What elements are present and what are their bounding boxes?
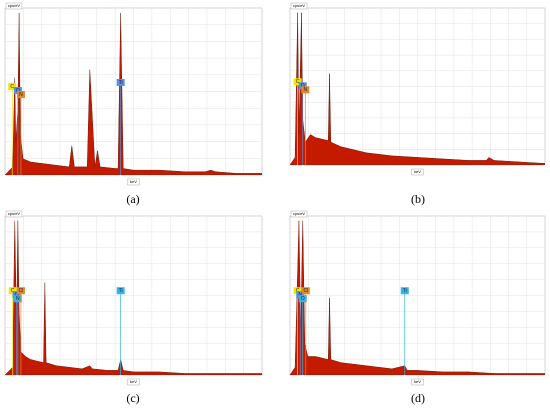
y-axis-label: cps/eV bbox=[8, 211, 21, 216]
element-label: O bbox=[301, 83, 305, 89]
x-label-box bbox=[411, 378, 424, 386]
element-tag bbox=[400, 287, 409, 295]
x-label-box bbox=[411, 168, 424, 176]
x-axis-label: keV bbox=[130, 379, 137, 384]
element-label: O bbox=[15, 292, 19, 298]
element-tag bbox=[8, 82, 17, 90]
caption: (b) bbox=[411, 192, 425, 206]
element-tag bbox=[12, 291, 21, 299]
element-label: C bbox=[11, 288, 15, 294]
y-label-box bbox=[290, 2, 308, 10]
element-label: N bbox=[19, 92, 23, 98]
spectrum-area bbox=[290, 12, 545, 165]
element-label: Cl bbox=[303, 288, 308, 294]
element-label: Ti bbox=[403, 288, 407, 294]
element-tag bbox=[298, 82, 307, 90]
x-axis-label: keV bbox=[414, 169, 421, 174]
element-label: Ti bbox=[119, 80, 123, 86]
element-label: O bbox=[16, 88, 20, 94]
element-label: N bbox=[298, 292, 302, 298]
element-tag bbox=[298, 295, 307, 303]
element-tag bbox=[13, 86, 22, 94]
spectrum-area bbox=[5, 13, 262, 175]
element-tag bbox=[8, 287, 17, 295]
y-axis-label: cps/eV bbox=[293, 211, 306, 216]
element-tag bbox=[13, 295, 22, 303]
element-label: N bbox=[16, 296, 20, 302]
y-label-box bbox=[290, 210, 308, 218]
y-axis-label: cps/eV bbox=[8, 3, 21, 8]
caption: (a) bbox=[126, 192, 139, 206]
element-tag bbox=[301, 86, 310, 94]
element-tag bbox=[116, 287, 125, 295]
x-axis-label: keV bbox=[130, 179, 137, 184]
spectrum-panel: CON Ti cps/eV keV (a) bbox=[4, 2, 263, 206]
x-label-box bbox=[127, 178, 140, 186]
element-tag bbox=[296, 291, 305, 299]
element-label: C bbox=[296, 288, 300, 294]
element-label: Ti bbox=[119, 288, 123, 294]
caption: (d) bbox=[411, 391, 425, 405]
element-tag bbox=[301, 287, 310, 295]
element-tag bbox=[293, 287, 302, 295]
spectrum-area bbox=[5, 220, 262, 375]
spectrum-panel: CON Cl Ti cps/eV keV (c) bbox=[4, 210, 263, 405]
element-tag bbox=[16, 287, 25, 295]
x-axis-label: keV bbox=[414, 379, 421, 384]
element-label: O bbox=[301, 296, 305, 302]
x-label-box bbox=[127, 378, 140, 386]
element-tag bbox=[293, 78, 302, 86]
caption: (c) bbox=[126, 391, 139, 405]
element-label: Cl bbox=[19, 288, 24, 294]
element-tag bbox=[16, 90, 25, 98]
element-tag bbox=[116, 78, 125, 86]
y-axis-label: cps/eV bbox=[293, 3, 306, 8]
element-label: C bbox=[10, 84, 14, 90]
y-label-box bbox=[5, 2, 23, 10]
spectrum-area bbox=[290, 220, 545, 375]
y-label-box bbox=[5, 210, 23, 218]
element-label: N bbox=[303, 87, 307, 93]
element-label: C bbox=[296, 79, 300, 85]
spectrum-panel: CNO Cl Ti cps/eV keV (d) bbox=[289, 210, 546, 405]
